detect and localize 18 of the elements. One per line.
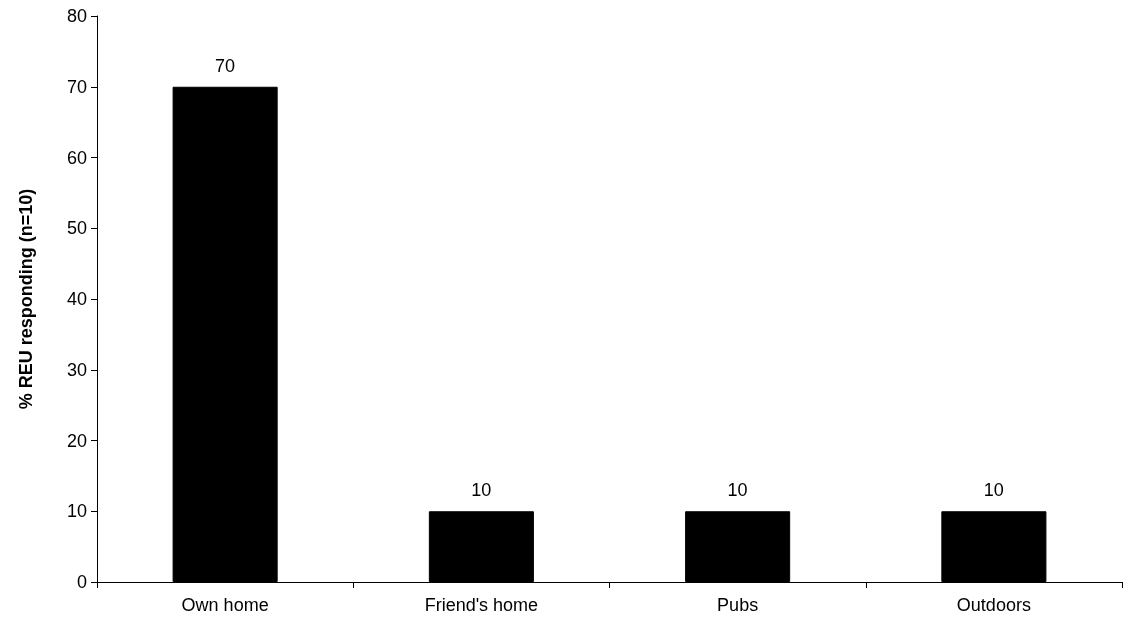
data-label: 70 [215,55,236,76]
y-tick-label: 70 [66,76,87,97]
y-tick-label: 50 [66,218,87,239]
x-tick-label: Own home [181,595,269,615]
y-tick-label: 80 [66,6,87,26]
y-tick-label: 10 [66,501,87,522]
data-label: 10 [727,480,748,501]
y-tick-label: 40 [66,289,87,309]
x-tick-label: Pubs [717,595,759,615]
y-tick-label: 30 [66,359,87,380]
data-label: 10 [983,480,1004,501]
data-label: 10 [471,480,492,501]
y-tick-label: 20 [66,430,87,451]
y-tick-label: 60 [66,147,87,168]
y-axis-title: % REU responding (n=10) [16,188,36,410]
x-tick-label: Friend's home [424,595,539,615]
x-tick-label: Outdoors [956,595,1031,615]
y-tick-label: 0 [76,572,87,592]
